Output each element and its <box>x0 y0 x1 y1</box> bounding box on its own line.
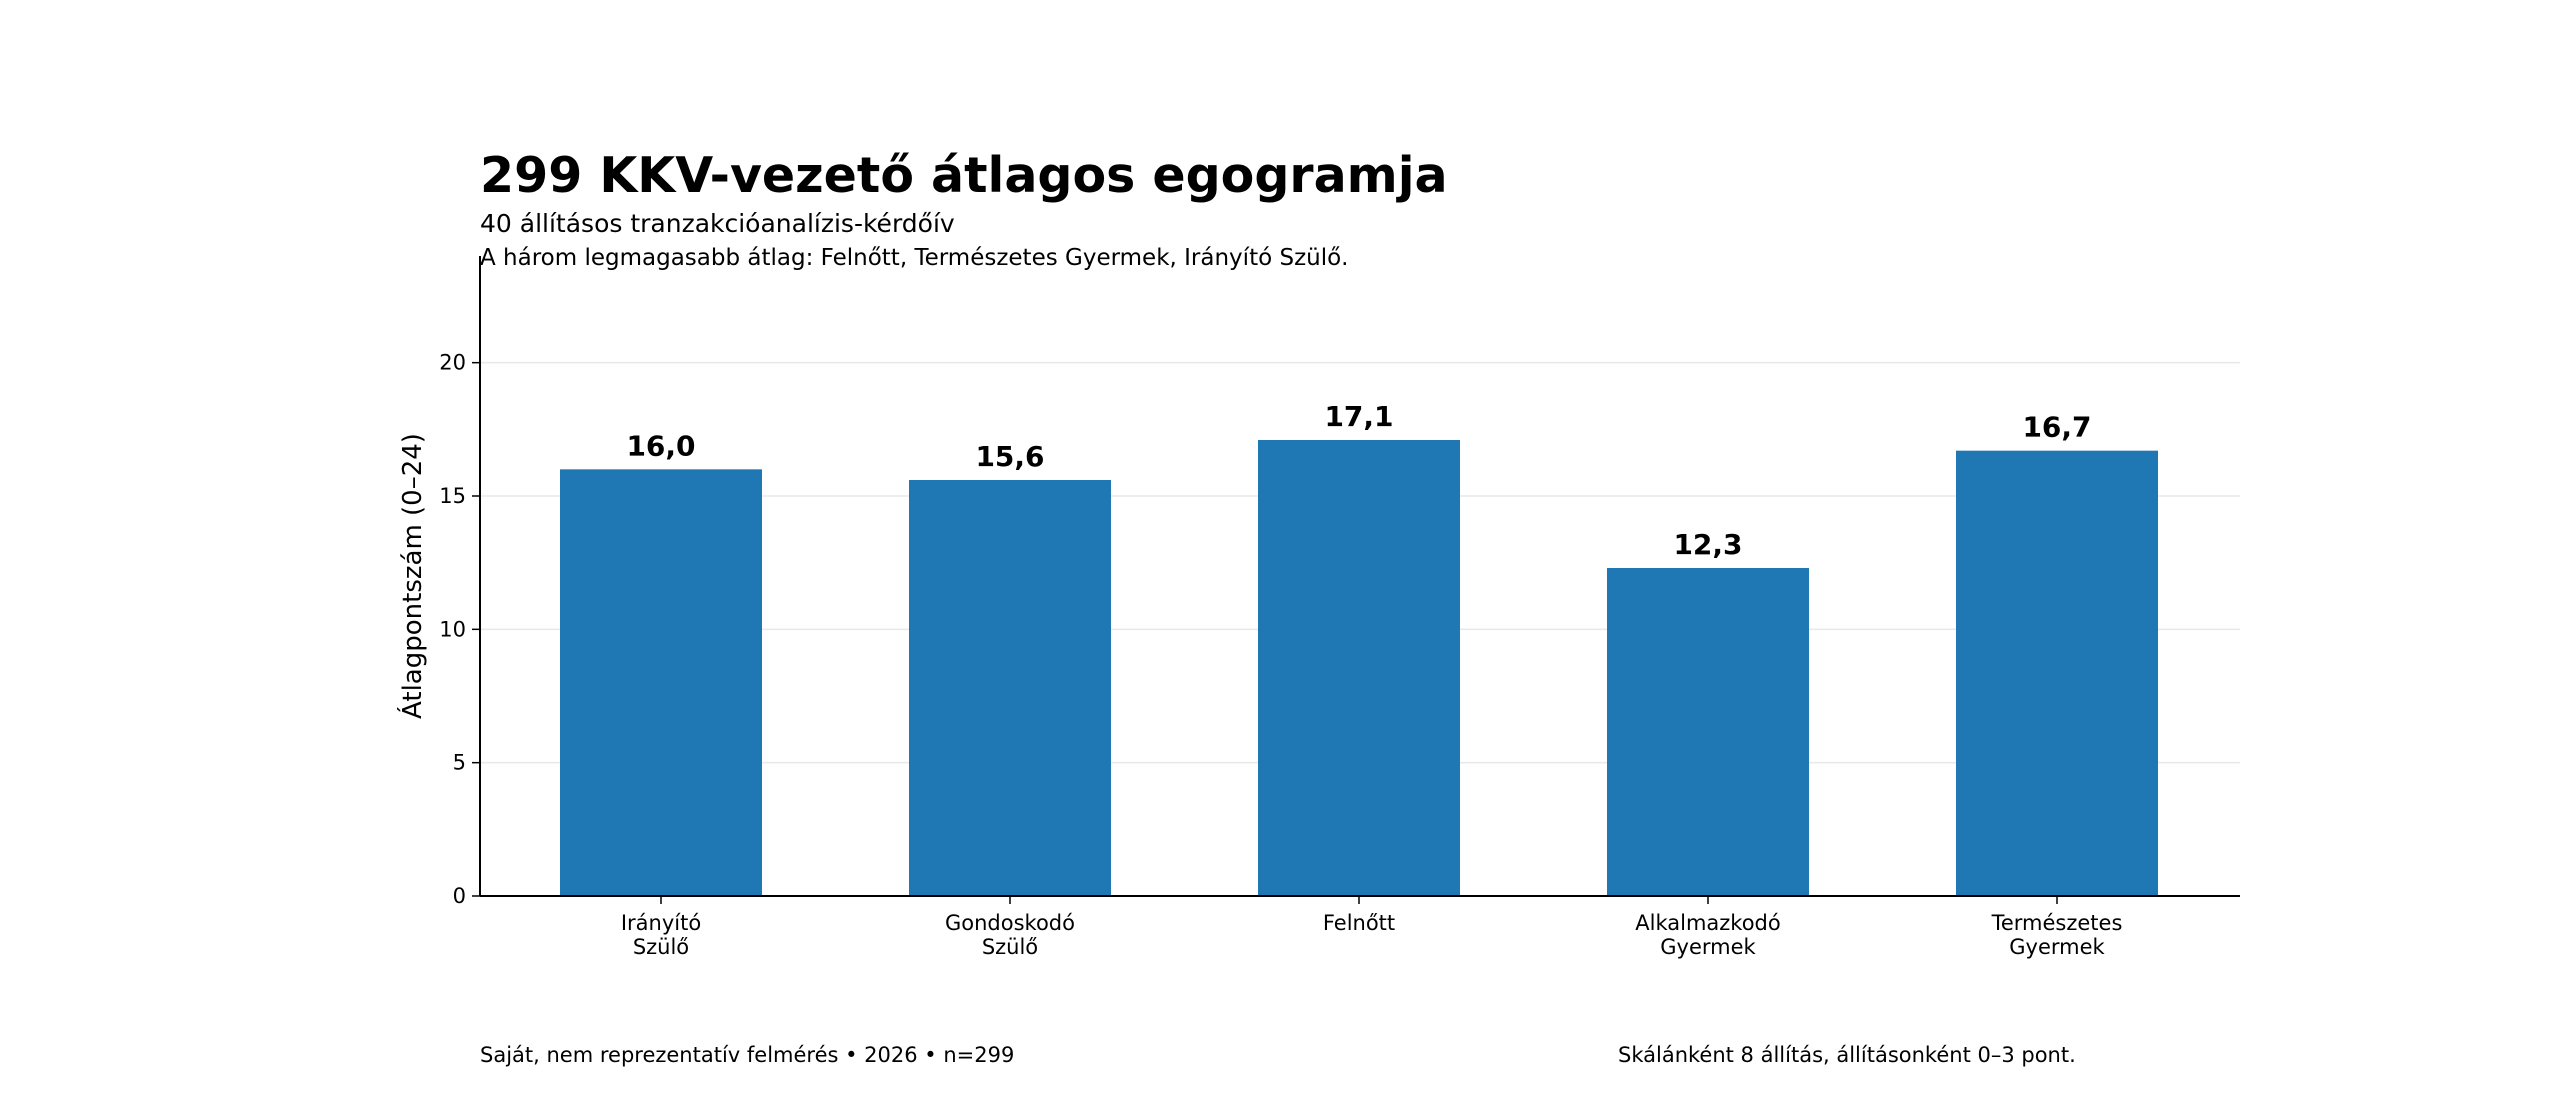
y-axis-label: Átlagpontszám (0–24) <box>396 433 428 719</box>
value-labels: 16,0 15,6 17,1 12,3 16,7 <box>626 400 2091 561</box>
x-tick-label-line: Gyermek <box>1660 935 1756 959</box>
bar <box>1607 568 1809 896</box>
x-tick-label-line: Természetes <box>1991 911 2123 935</box>
footer-source: Saját, nem reprezentatív felmérés • 2026… <box>480 1043 1014 1067</box>
y-tick-label: 5 <box>453 751 466 775</box>
chart-subtitle: 40 állításos tranzakcióanalízis-kérdőív <box>480 209 955 238</box>
value-label: 12,3 <box>1673 528 1742 561</box>
x-tick-label: Gondoskodó Szülő <box>945 911 1075 959</box>
y-tick-label: 20 <box>439 351 466 375</box>
x-tick-label: Irányító Szülő <box>621 911 701 959</box>
bars <box>560 440 2158 896</box>
value-label: 16,0 <box>626 429 695 462</box>
y-tick-label: 0 <box>453 884 466 908</box>
x-tick-label: Természetes Gyermek <box>1991 911 2123 959</box>
x-tick-label-line: Alkalmazkodó <box>1635 911 1780 935</box>
footer-method: Skálánként 8 állítás, állításonként 0–3 … <box>1618 1043 2076 1067</box>
x-tick-label-line: Gyermek <box>2009 935 2105 959</box>
y-tick-label: 15 <box>439 484 466 508</box>
bar <box>1258 440 1460 896</box>
x-tick-label-line: Felnőtt <box>1323 911 1395 935</box>
value-label: 16,7 <box>2022 411 2091 444</box>
bar <box>1956 450 2158 896</box>
value-label: 17,1 <box>1324 400 1393 433</box>
bar <box>909 480 1111 896</box>
chart-note: A három legmagasabb átlag: Felnőtt, Term… <box>480 245 1349 271</box>
value-label: 15,6 <box>975 440 1044 473</box>
y-tick-label: 10 <box>439 617 466 641</box>
x-tick-label-line: Irányító <box>621 911 701 935</box>
x-tick-label: Alkalmazkodó Gyermek <box>1635 911 1780 959</box>
y-ticks: 0 5 10 15 20 <box>439 351 480 908</box>
x-tick-label-line: Gondoskodó <box>945 911 1075 935</box>
bar <box>560 469 762 896</box>
chart-title: 299 KKV-vezető átlagos egogramja <box>480 147 1448 204</box>
x-tick-label-line: Szülő <box>633 935 689 959</box>
x-tick-label-line: Szülő <box>982 935 1038 959</box>
x-tick-label: Felnőtt <box>1323 911 1395 935</box>
